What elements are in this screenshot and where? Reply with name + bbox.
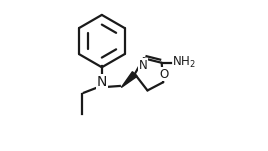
Polygon shape <box>121 72 137 87</box>
Text: N: N <box>139 59 147 72</box>
Text: O: O <box>159 68 169 81</box>
Text: NH$_2$: NH$_2$ <box>172 55 196 70</box>
Text: N: N <box>97 75 107 89</box>
